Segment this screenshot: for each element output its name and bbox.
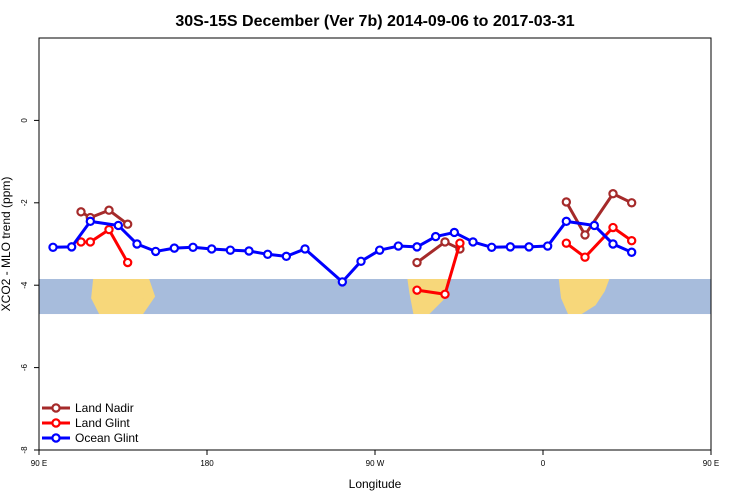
data-point: [85, 237, 96, 247]
data-point: [608, 222, 618, 233]
data-point: [455, 238, 465, 248]
data-point: [608, 239, 618, 249]
data-point: [468, 237, 478, 247]
series-line: [565, 192, 633, 237]
x-tick-label: 90 E: [31, 459, 47, 468]
data-point: [244, 246, 254, 256]
data-point: [580, 230, 590, 240]
data-point: [113, 220, 124, 231]
data-point: [440, 289, 450, 299]
data-point: [48, 242, 58, 252]
data-point: [132, 239, 142, 249]
land-australia: [91, 279, 156, 315]
data-point: [374, 245, 385, 255]
background-map: [39, 279, 711, 315]
series-line: [52, 219, 633, 284]
data-point: [440, 237, 450, 247]
data-point: [486, 242, 497, 252]
data-point: [561, 216, 572, 227]
data-point: [66, 242, 77, 252]
data-point: [542, 241, 553, 251]
data-point: [561, 197, 572, 207]
y-tick-label: -8: [20, 446, 29, 454]
data-point: [76, 237, 86, 247]
y-axis-label: XCO2 - MLO trend (ppm): [0, 177, 13, 312]
x-axis-label: Longitude: [349, 477, 402, 491]
data-point: [608, 189, 618, 199]
land-islet: [141, 298, 144, 302]
x-tick-label: 90 E: [703, 459, 719, 468]
series-land-nadir: [76, 189, 637, 268]
data-point: [412, 285, 422, 295]
series-line: [565, 226, 633, 259]
legend-marker: [51, 418, 61, 428]
data-point: [104, 205, 114, 215]
legend-label: Land Nadir: [75, 401, 134, 415]
series-layer: [48, 189, 637, 299]
x-tick-label: 0: [541, 459, 546, 468]
data-point: [626, 236, 637, 246]
series-ocean-glint: [48, 216, 637, 287]
data-point: [505, 242, 516, 252]
legend-marker: [51, 433, 61, 443]
data-point: [225, 245, 236, 255]
y-tick-label: -6: [20, 363, 29, 371]
legend-label: Ocean Glint: [75, 431, 139, 445]
series-line: [81, 228, 129, 264]
chart-title: 30S-15S December (Ver 7b) 2014-09-06 to …: [175, 13, 574, 30]
data-point: [150, 246, 161, 257]
data-point: [524, 242, 534, 252]
data-point: [561, 238, 572, 248]
data-point: [626, 247, 637, 257]
data-point: [85, 216, 96, 227]
data-point: [300, 244, 310, 254]
legend-label: Land Glint: [75, 416, 130, 430]
data-point: [580, 252, 590, 262]
data-point: [169, 243, 180, 253]
data-point: [188, 242, 198, 252]
data-point: [206, 244, 217, 254]
data-point: [356, 256, 366, 267]
data-point: [122, 257, 133, 268]
data-point: [104, 224, 114, 235]
land-africa: [558, 279, 610, 315]
data-point: [412, 257, 422, 268]
x-tick-label: 90 W: [366, 459, 385, 468]
series-land-glint: [76, 222, 637, 299]
data-point: [393, 241, 404, 251]
data-point: [281, 251, 292, 262]
y-tick-label: -4: [20, 281, 29, 289]
y-tick-label: -2: [20, 199, 29, 207]
data-point: [122, 219, 133, 229]
data-point: [449, 227, 460, 238]
y-axis: 0 -2 -4 -6 -8: [20, 118, 39, 454]
data-point: [412, 242, 422, 252]
series-line: [80, 208, 129, 226]
x-tick-label: 180: [200, 459, 214, 468]
land-islet: [130, 292, 134, 297]
data-point: [337, 277, 348, 287]
data-point: [626, 198, 637, 208]
data-point: [430, 231, 441, 242]
data-point: [589, 220, 600, 231]
legend-marker: [51, 403, 61, 413]
data-point: [76, 207, 86, 217]
y-tick-label: 0: [20, 118, 29, 123]
data-point: [262, 249, 273, 259]
x-axis: 90 E 180 90 W 0 90 E: [31, 450, 719, 468]
